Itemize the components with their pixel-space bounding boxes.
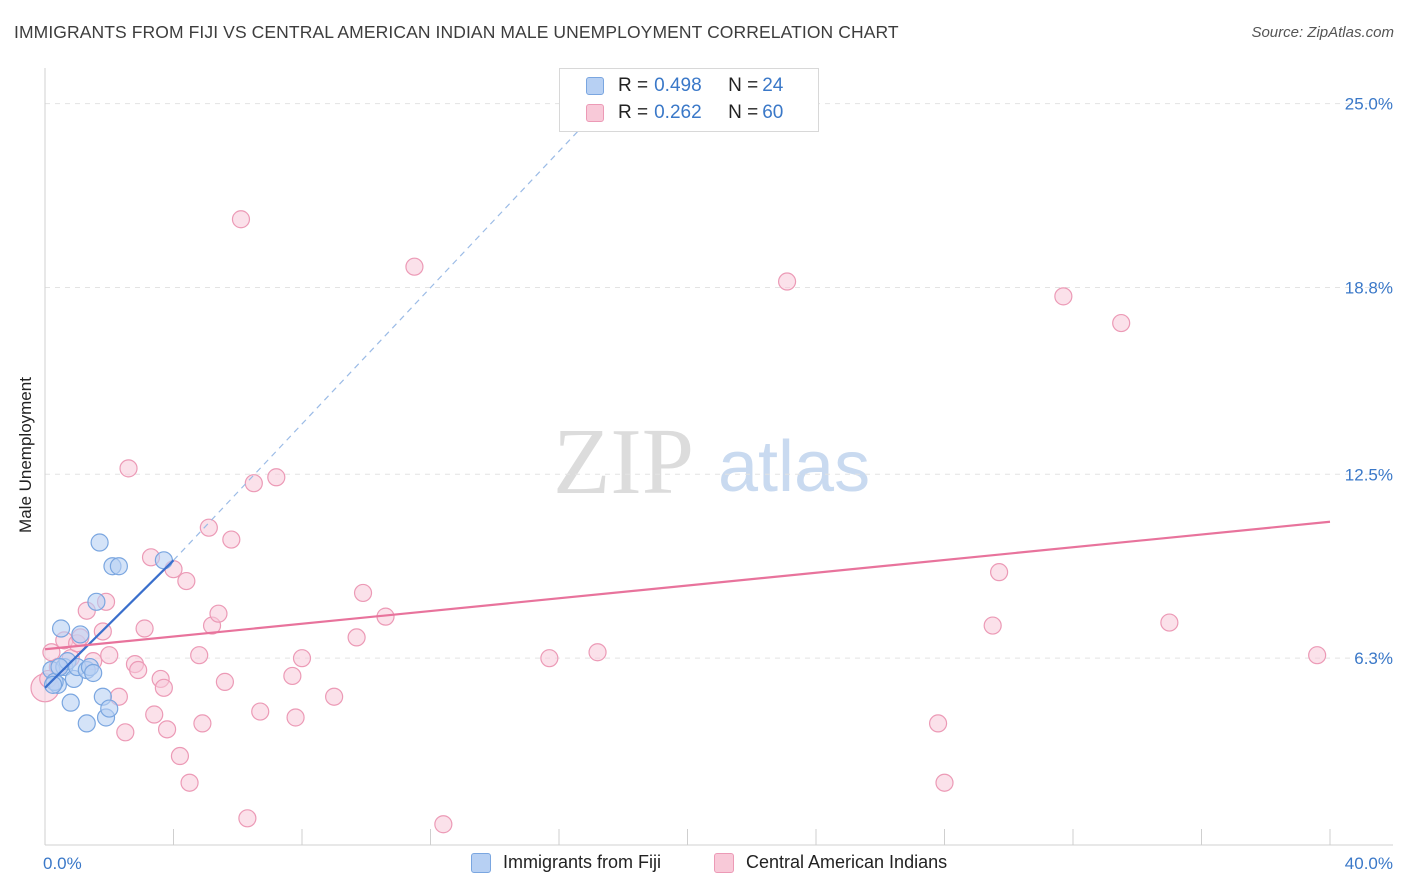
fiji-trend-extension: [173, 103, 605, 561]
fiji-point: [109, 557, 128, 576]
cai-point: [244, 474, 263, 493]
y-axis-label: Male Unemployment: [16, 377, 35, 533]
cai-point: [231, 210, 251, 229]
fiji-point: [90, 533, 109, 552]
x-tick-label: 40.0%: [1345, 854, 1393, 873]
cai-point: [238, 809, 257, 828]
cai-point: [292, 649, 312, 668]
fiji-legend-swatch: [471, 852, 491, 873]
cai-point: [135, 619, 154, 638]
cai-point: [157, 720, 177, 739]
cai-point: [1054, 287, 1073, 306]
legend-n-label: N =: [728, 75, 759, 96]
cai-point: [928, 714, 948, 733]
series-immigrants-from-fiji: [42, 533, 173, 733]
legend-n-value: 60: [762, 102, 784, 123]
fiji-point: [87, 592, 106, 611]
cai-point: [190, 646, 209, 665]
cai-point: [777, 272, 797, 291]
stats-legend: R = 0.498 N = 24 R = 0.262 N = 60: [559, 68, 819, 132]
cai-point: [170, 746, 190, 766]
y-tick-label: 18.8%: [1345, 278, 1393, 297]
fiji-trend-line: [44, 559, 175, 689]
grid: [45, 103, 1393, 659]
cai-point: [588, 643, 607, 662]
cai-point: [215, 672, 234, 691]
cai-point: [1112, 313, 1131, 333]
cai-point: [251, 702, 270, 721]
cai-point: [405, 257, 424, 276]
cai-point: [267, 468, 286, 487]
fiji-point: [51, 619, 71, 638]
cai-point: [119, 459, 138, 478]
axes: [44, 68, 1393, 846]
legend-r-label: R =: [618, 75, 649, 96]
cai-point: [935, 773, 954, 792]
cai-legend-swatch: [714, 852, 734, 873]
cai-point: [1160, 613, 1179, 632]
cai-point: [286, 708, 305, 727]
cai-point: [434, 815, 453, 834]
fiji-point: [50, 657, 69, 677]
cai-point: [990, 563, 1009, 582]
cai-point: [222, 530, 241, 549]
series-central-american-indians: [30, 210, 1327, 834]
y-tick-label: 12.5%: [1345, 465, 1393, 484]
cai-point: [983, 616, 1002, 635]
y-tick-label: 6.3%: [1354, 649, 1393, 668]
cai-point: [145, 705, 164, 724]
watermark: ZIP atlas: [553, 410, 870, 514]
cai-point: [177, 571, 196, 591]
fiji-point: [84, 663, 103, 683]
fiji-point: [100, 699, 119, 718]
y-tick-label: 25.0%: [1345, 95, 1393, 114]
x-tick-label: 0.0%: [43, 854, 82, 873]
cai-swatch: [586, 104, 604, 122]
fiji-point: [43, 675, 63, 694]
fiji-point: [154, 551, 173, 570]
cai-point: [347, 628, 366, 647]
watermark-zip: ZIP: [553, 410, 694, 514]
legend-r-label: R =: [618, 102, 649, 123]
trend-lines: [44, 103, 1331, 689]
cai-point: [116, 723, 135, 742]
tick-labels: 6.3% 12.5% 18.8% 25.0% 0.0% 40.0%: [43, 95, 1393, 873]
source-label: Source: ZipAtlas.com: [1251, 24, 1394, 41]
legend-r-value: 0.498: [654, 75, 702, 96]
fiji-point: [71, 625, 90, 644]
fiji-point: [77, 714, 96, 733]
legend-n-value: 24: [762, 75, 784, 96]
cai-point: [129, 660, 148, 680]
chart-title: IMMIGRANTS FROM FIJI VS CENTRAL AMERICAN…: [14, 22, 899, 42]
cai-point: [283, 666, 302, 686]
cai-trend-line: [44, 520, 1331, 651]
fiji-point: [61, 693, 80, 712]
legend-row-fiji: R = 0.498 N = 24: [586, 73, 783, 99]
cai-point: [199, 518, 218, 537]
cai-point: [180, 773, 199, 792]
fiji-swatch: [586, 77, 604, 95]
bottom-legend-cai: Central American Indians: [714, 852, 947, 873]
cai-point: [100, 646, 119, 665]
watermark-atlas: atlas: [718, 427, 870, 507]
legend-row-cai: R = 0.262 N = 60: [586, 100, 783, 126]
fiji-legend-label: Immigrants from Fiji: [503, 852, 662, 872]
bottom-legend-fiji: Immigrants from Fiji: [471, 852, 661, 873]
cai-legend-label: Central American Indians: [746, 852, 948, 872]
cai-point: [540, 649, 559, 668]
cai-point: [209, 604, 228, 623]
cai-point: [353, 583, 373, 603]
cai-point: [1308, 646, 1327, 665]
legend-n-label: N =: [728, 102, 759, 123]
cai-point: [193, 714, 212, 733]
cai-point: [154, 678, 173, 697]
cai-point: [325, 687, 344, 706]
legend-r-value: 0.262: [654, 102, 702, 123]
